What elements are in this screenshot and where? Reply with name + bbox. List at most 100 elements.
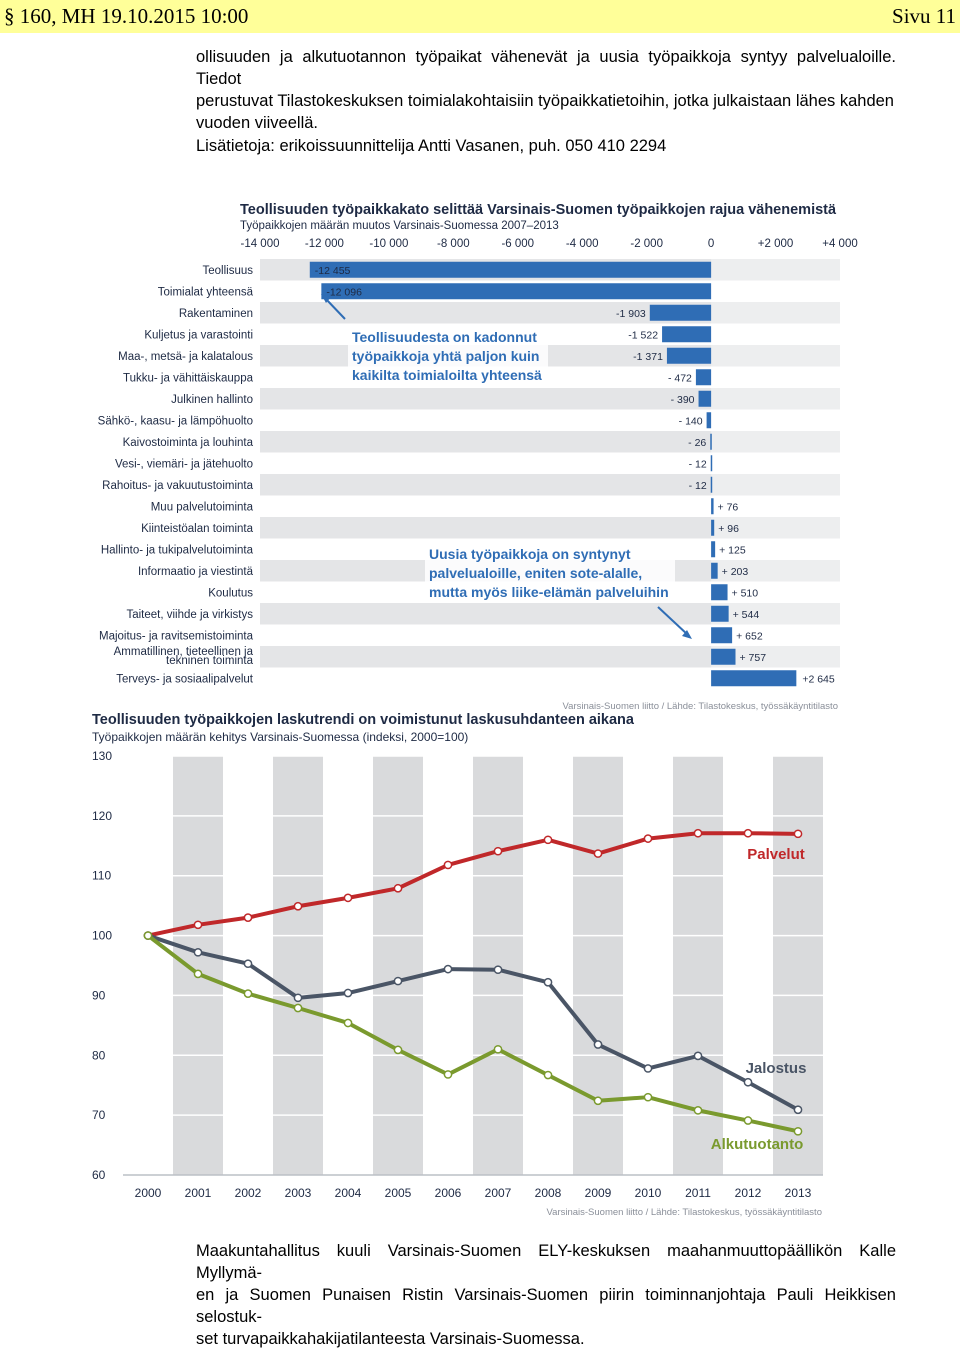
annotation-text: mutta myös liike-elämän palveluihin xyxy=(429,584,669,600)
data-point xyxy=(693,1106,703,1115)
value-label: -12 455 xyxy=(315,265,351,277)
x-tick-label: 2011 xyxy=(685,1186,711,1200)
category-label: Kiinteistöalan toiminta xyxy=(141,523,253,535)
contact-info: Lisätietoja: erikoissuunnittelija Antti … xyxy=(196,137,667,155)
positive-band xyxy=(711,259,840,689)
value-label: - 390 xyxy=(671,394,695,406)
data-point xyxy=(243,959,253,969)
x-tick-label: 0 xyxy=(708,238,714,250)
year-column xyxy=(173,756,223,1175)
bar xyxy=(711,670,797,687)
bar xyxy=(698,390,712,407)
row-stripe xyxy=(260,517,840,539)
data-point xyxy=(693,1051,703,1061)
category-label: Maa-, metsä- ja kalatalous xyxy=(118,351,253,363)
category-label: Julkinen hallinto xyxy=(171,394,253,406)
annotation-text: palvelualoille, eniten sote-alalle, xyxy=(429,565,642,581)
category-label: Majoitus- ja ravitsemistoiminta xyxy=(99,630,254,642)
annotation-text: Uusia työpaikkoja on syntynyt xyxy=(429,546,631,562)
bar xyxy=(711,605,729,622)
bar xyxy=(711,519,715,536)
x-tick-label: 2012 xyxy=(735,1186,762,1200)
category-label: Toimialat yhteensä xyxy=(158,286,254,298)
footer-line-1: Maakuntahallitus kuuli Varsinais-Suomen … xyxy=(196,1242,896,1282)
bar xyxy=(711,627,733,644)
year-column xyxy=(273,756,323,1175)
intro-line-3: vuoden viiveellä. xyxy=(196,114,318,132)
data-point xyxy=(743,828,753,838)
source-note: Varsinais-Suomen liitto / Lähde: Tilasto… xyxy=(547,1207,822,1218)
year-column xyxy=(373,756,423,1175)
data-point xyxy=(793,1126,803,1136)
series-line xyxy=(147,933,799,1112)
data-point xyxy=(693,828,703,838)
bar xyxy=(695,369,712,386)
data-point xyxy=(193,920,203,930)
data-point xyxy=(293,1003,303,1013)
category-label: Teollisuus xyxy=(203,265,254,277)
year-column xyxy=(573,756,623,1175)
data-point xyxy=(243,989,253,998)
bar-chart: Teollisuuden työpaikkakato selittää Vars… xyxy=(98,202,858,712)
data-point xyxy=(743,1116,753,1125)
footer-line-3: set turvapaikkahakijatilanteesta Varsina… xyxy=(196,1330,585,1348)
series-label: Jalostus xyxy=(746,1060,807,1077)
category-label: Koulutus xyxy=(208,587,253,599)
x-tick-label: 2007 xyxy=(485,1186,512,1200)
data-point xyxy=(143,931,153,940)
value-label: + 76 xyxy=(718,501,739,513)
data-point xyxy=(543,977,553,987)
series-line xyxy=(147,831,799,938)
row-stripe xyxy=(260,474,840,496)
x-tick-label: 2009 xyxy=(585,1186,612,1200)
category-label: Rahoitus- ja vakuutustoiminta xyxy=(102,480,253,492)
line-chart-title: Teollisuuden työpaikkojen laskutrendi on… xyxy=(92,712,635,728)
value-label: - 12 xyxy=(689,480,707,492)
annotation-arrowhead xyxy=(321,294,331,303)
data-point xyxy=(593,849,603,858)
category-label-line: Ammatillinen, tieteellinen ja xyxy=(114,646,254,658)
intro-line-1: ollisuuden ja alkutuotannon työpaikat vä… xyxy=(196,48,896,88)
data-point xyxy=(193,947,203,957)
bar-chart-title: Teollisuuden työpaikkakato selittää Vars… xyxy=(240,202,837,218)
x-tick-label: -4 000 xyxy=(566,238,599,250)
annotation-text: kaikilta toimialoilta yhteensä xyxy=(352,367,542,383)
data-point xyxy=(393,1045,403,1055)
value-label: -12 096 xyxy=(326,286,362,298)
data-point xyxy=(193,969,203,979)
data-point xyxy=(643,1064,653,1073)
x-tick-label: 2001 xyxy=(185,1186,212,1200)
line-chart: Teollisuuden työpaikkojen laskutrendi on… xyxy=(92,712,823,1218)
data-point xyxy=(643,1092,653,1102)
x-tick-label: +2 000 xyxy=(758,238,794,250)
data-point xyxy=(393,883,403,893)
x-tick-label: 2003 xyxy=(285,1186,312,1200)
value-label: -1 903 xyxy=(616,308,646,320)
category-label: Sähkö-, kaasu- ja lämpöhuolto xyxy=(98,415,253,427)
category-label: Hallinto- ja tukipalvelutoiminta xyxy=(101,544,254,556)
category-label: Ammatillinen, tieteellinen ja tekninen to… xyxy=(114,646,254,667)
x-tick-label: -14 000 xyxy=(240,238,279,250)
value-label: + 203 xyxy=(722,566,749,578)
bar xyxy=(662,326,712,343)
bar xyxy=(710,476,713,493)
value-label: + 544 xyxy=(733,609,760,621)
data-point xyxy=(293,993,303,1003)
annotation-bg xyxy=(348,326,548,384)
value-label: + 757 xyxy=(740,652,767,664)
intro-line-2: perustuvat Tilastokeskuksen toimialakoht… xyxy=(196,92,894,110)
category-label-line: tekninen toiminta xyxy=(166,655,254,667)
data-point xyxy=(493,1044,503,1054)
value-label: - 12 xyxy=(689,458,707,470)
y-tick-label: 120 xyxy=(92,809,112,823)
value-label: - 140 xyxy=(679,415,703,427)
data-point xyxy=(443,860,453,870)
bar xyxy=(666,347,712,364)
x-tick-label: -2 000 xyxy=(630,238,663,250)
bar xyxy=(649,304,712,321)
category-label: Kuljetus ja varastointi xyxy=(144,329,253,341)
annotation-arrowhead xyxy=(682,630,692,639)
data-point xyxy=(793,829,803,839)
y-tick-label: 110 xyxy=(92,869,111,883)
value-label: + 96 xyxy=(718,523,739,535)
